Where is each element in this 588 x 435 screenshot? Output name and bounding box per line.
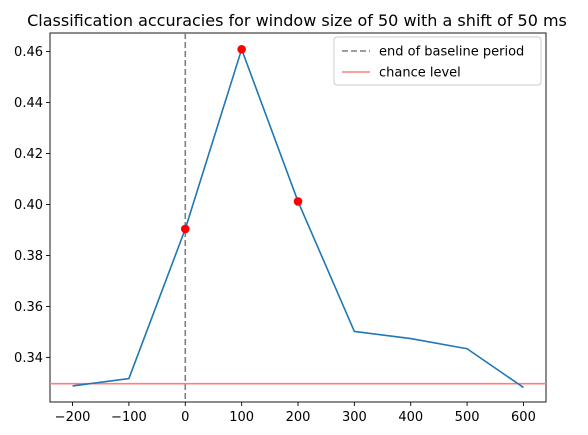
y-tick-label: 0.38 — [14, 249, 43, 264]
x-tick-label: 300 — [342, 410, 367, 425]
plot-area: −200 −100 0 100 200 300 400 500 600 0.34 0.36 0.38 0… — [14, 32, 547, 425]
x-tick-label: 500 — [455, 410, 480, 425]
y-tick-label: 0.40 — [14, 198, 43, 213]
legend-label: end of baseline period — [379, 45, 524, 60]
y-tick-label: 0.44 — [14, 96, 43, 111]
y-tick-label: 0.46 — [14, 45, 43, 60]
legend-label: chance level — [379, 66, 461, 81]
y-tick-label: 0.42 — [14, 147, 43, 162]
x-tick-label: 0 — [181, 410, 189, 425]
chart-title: Classification accuracies for window siz… — [27, 11, 567, 30]
x-tick-label: 200 — [286, 410, 311, 425]
accuracy-series-line — [72, 48, 524, 389]
x-tick-label: 600 — [511, 410, 536, 425]
x-tick-label: 100 — [229, 410, 254, 425]
legend: end of baseline period chance level — [333, 36, 542, 86]
highlight-point — [180, 224, 190, 234]
axes-frame — [49, 32, 547, 403]
x-tick-label: −200 — [55, 410, 91, 425]
legend-box — [333, 36, 542, 86]
x-tick-label: 400 — [398, 410, 423, 425]
highlight-point — [237, 45, 246, 54]
y-tick-label: 0.34 — [14, 351, 43, 366]
y-tick-label: 0.36 — [14, 300, 43, 315]
highlight-point — [293, 197, 303, 206]
x-tick-label: −100 — [111, 410, 147, 425]
